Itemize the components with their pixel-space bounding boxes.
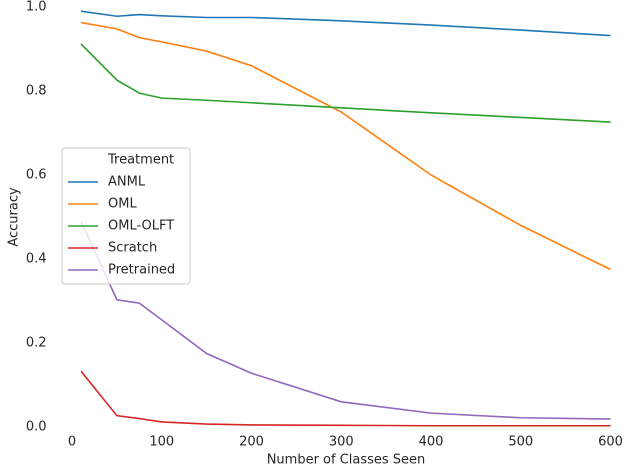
- legend-label: OML: [108, 197, 137, 212]
- x-axis-label: Number of Classes Seen: [267, 453, 426, 467]
- x-tick-label: 500: [508, 435, 533, 450]
- line: [80, 43, 611, 123]
- y-tick-label: 0.4: [26, 252, 47, 267]
- x-tick-label: 0: [68, 435, 76, 450]
- y-tick-label: 0.6: [26, 168, 47, 183]
- y-axis-label: Accuracy: [7, 187, 22, 247]
- legend-label: Scratch: [108, 241, 157, 256]
- legend-label: ANML: [108, 175, 146, 190]
- x-tick-label: 300: [329, 435, 354, 450]
- y-tick-label: 0.8: [26, 84, 47, 99]
- x-tick-label: 400: [419, 435, 444, 450]
- line: [80, 10, 611, 37]
- line: [80, 220, 611, 420]
- x-tick-label: 200: [239, 435, 264, 450]
- x-tick-label: 600: [598, 435, 623, 450]
- line: [80, 21, 611, 271]
- line: [80, 370, 611, 427]
- y-tick-label: 0.0: [26, 420, 47, 435]
- y-tick-label: 1.0: [26, 0, 47, 15]
- legend-label: OML-OLFT: [108, 219, 174, 234]
- legend-title: Treatment: [107, 153, 174, 168]
- x-tick-label: 100: [149, 435, 174, 450]
- y-tick-label: 0.2: [26, 336, 47, 351]
- legend-label: Pretrained: [108, 263, 175, 278]
